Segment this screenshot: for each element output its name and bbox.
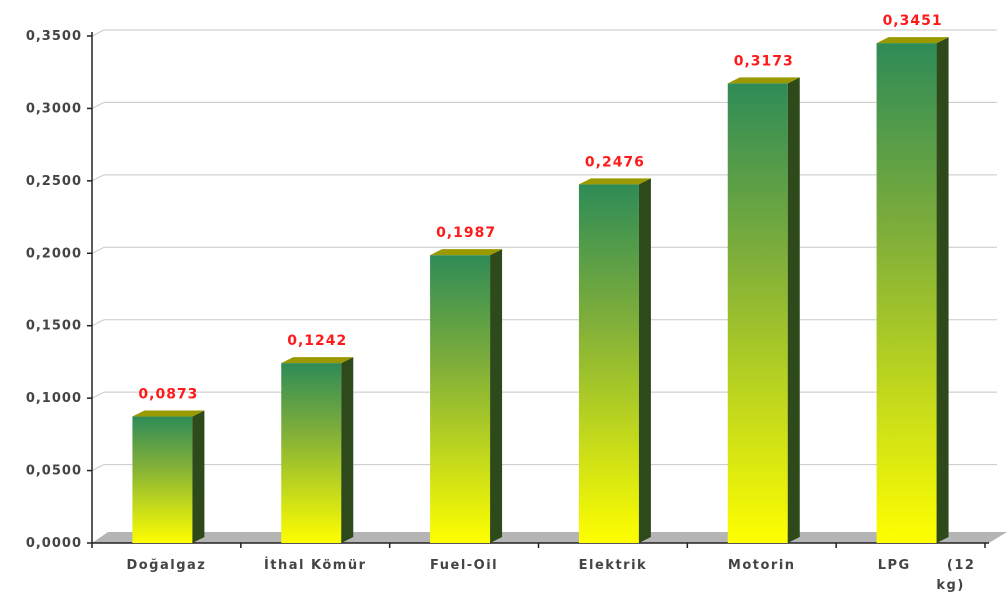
gridline-diagonal [91, 101, 105, 109]
x-tick-label: Motorin [728, 558, 796, 573]
bar-top [876, 37, 949, 44]
y-tick-label: 0,3500 [26, 29, 82, 44]
gridline-diagonal [91, 319, 105, 327]
bar-front [132, 416, 193, 543]
y-tick-label: 0,2000 [26, 246, 82, 261]
bar-side [638, 178, 651, 543]
chart-floor [92, 532, 1007, 543]
bar-front [727, 83, 788, 543]
bar-front [876, 43, 937, 544]
gridline-diagonal [91, 246, 105, 254]
bar-side [192, 410, 205, 543]
bar [578, 178, 651, 543]
bar-side [490, 249, 503, 543]
bar [876, 37, 949, 544]
value-label: 0,3451 [883, 13, 943, 29]
bars [132, 37, 949, 544]
bar-front [430, 255, 491, 543]
value-label: 0,1242 [287, 333, 347, 349]
gridline-diagonal [91, 29, 105, 37]
bar [727, 77, 800, 543]
gridline-diagonal [91, 174, 105, 182]
y-tick-label: 0,3000 [26, 101, 82, 116]
bar-side [341, 357, 354, 543]
x-tick-label: Elektrik [579, 558, 648, 573]
bar-top [132, 410, 205, 417]
bar [430, 249, 503, 543]
bar [281, 357, 354, 543]
gridline-diagonal [91, 391, 105, 399]
bar-side [787, 77, 800, 543]
bar-top [430, 249, 503, 256]
gridline-diagonal [91, 464, 105, 472]
bar-front [578, 184, 639, 543]
gridlines [91, 29, 997, 472]
bar-top [281, 357, 354, 364]
bar-top [578, 178, 651, 185]
value-label: 0,0873 [138, 387, 198, 403]
value-label: 0,1987 [436, 225, 496, 241]
y-tick-label: 0,2500 [26, 174, 82, 189]
value-label: 0,3173 [734, 53, 794, 69]
floor-plane [92, 532, 1007, 543]
x-tick-label: Doğalgaz [126, 558, 206, 573]
bar-side [936, 37, 949, 544]
x-tick-label: LPG (12 kg) [878, 558, 976, 593]
y-tick-label: 0,0500 [26, 464, 82, 479]
bar [132, 410, 205, 543]
labels: 0,0000 0,0500 0,1000 0,1500 0,2000 0,2500 0,30… [26, 13, 976, 593]
y-tick-label: 0,1500 [26, 319, 82, 334]
x-tick-label: İthal Kömür [264, 557, 367, 573]
y-tick-label: 0,0000 [26, 536, 82, 551]
bar-top [727, 77, 800, 84]
x-tick-label: Fuel-Oil [430, 558, 498, 573]
bar-front [281, 363, 342, 543]
axes [87, 32, 989, 548]
value-label: 0,2476 [585, 154, 645, 170]
y-tick-label: 0,1000 [26, 391, 82, 406]
